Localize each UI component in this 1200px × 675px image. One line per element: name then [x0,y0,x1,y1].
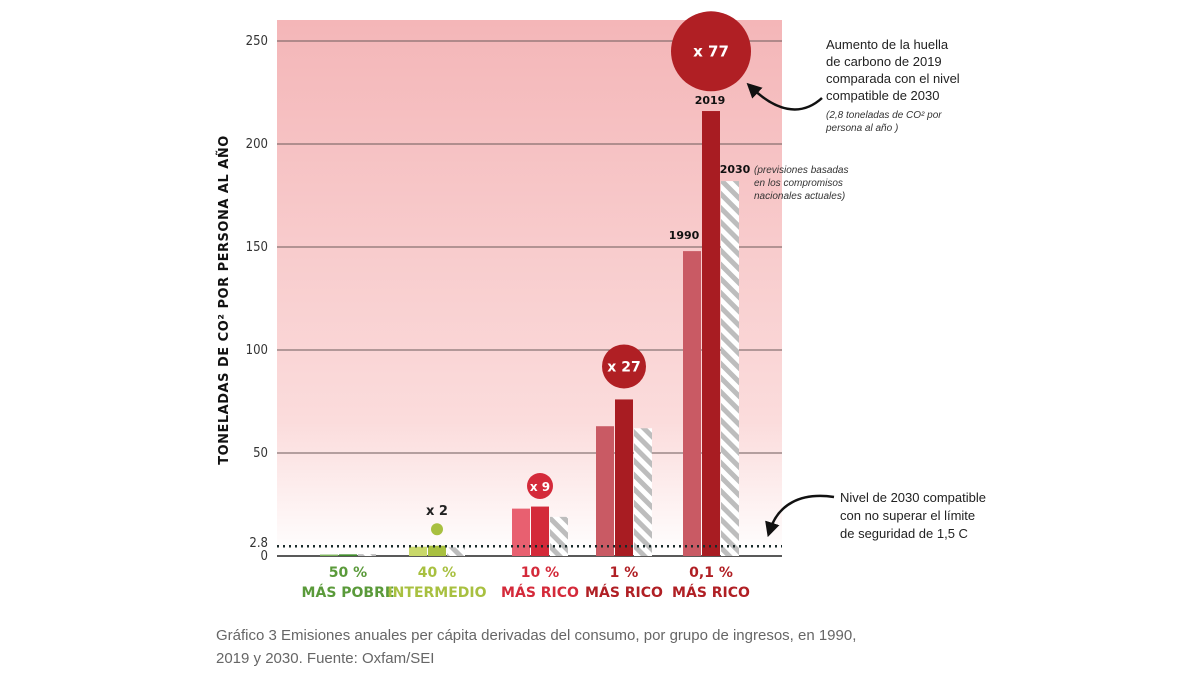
svg-text:Aumento de la huella: Aumento de la huella [826,37,949,52]
reference-label: 2.8 [249,536,268,551]
multiplier-label: x 27 [607,359,640,375]
category-label-4-line2: MÁS RICO [672,584,750,601]
bar-2030-cat3 [634,428,652,556]
y-tick-label: 200 [246,137,268,152]
svg-text:en los compromisos: en los compromisos [754,178,843,189]
svg-text:comparada con el nivel: comparada con el nivel [826,71,960,86]
year-label-1990: 1990 [669,229,700,242]
category-label-4-line1: 0,1 % [689,565,733,581]
bars [320,111,739,556]
category-label-1-line1: 40 % [418,565,456,581]
category-label-0-line1: 50 % [329,565,367,581]
emissions-chart: 0 50 100 150 200 250 TONELADAS DE CO² POR PER… [216,11,986,601]
svg-text:(2,8 toneladas de CO² por: (2,8 toneladas de CO² por [826,110,942,121]
y-tick-label: 50 [253,446,268,461]
category-label-1-line2: INTERMEDIO [387,585,486,601]
arrow-increase-icon [746,82,823,111]
multiplier-dot [431,523,443,536]
svg-text:de seguridad de 1,5 C: de seguridad de 1,5 C [840,526,968,541]
year-label-2019: 2019 [695,94,726,107]
y-tick-label: 250 [246,34,268,49]
bar-1990-cat2 [512,508,530,556]
multiplier-circle [671,11,751,92]
bar-1990-cat1 [409,546,427,556]
multiplier-label: x 77 [693,42,729,60]
category-label-3-line1: 1 % [610,565,639,581]
multiplier-label: x 9 [530,480,550,494]
svg-text:nacionales actuales): nacionales actuales) [754,191,845,202]
svg-text:Nivel de 2030 compatible: Nivel de 2030 compatible [840,490,986,505]
multiplier-circle [602,344,646,389]
svg-text:(previsiones basadas: (previsiones basadas [754,165,849,176]
bar-1990-cat0 [320,554,338,556]
category-labels: 50 % MÁS POBRE 40 % INTERMEDIO 10 % MÁS RICO 1… [302,565,750,601]
reference-line: 2.8 [249,536,782,551]
svg-text:con no superar el límite: con no superar el límite [840,508,975,523]
multiplier-circle [527,472,553,499]
arrow-threshold-icon [765,494,835,538]
bar-2019-cat2 [531,506,549,556]
figure-caption: Gráfico 3 Emisiones anuales per cápita d… [216,624,976,670]
bar-2030-cat0 [358,554,376,556]
caption-line-1: Gráfico 3 Emisiones anuales per cápita d… [216,627,857,644]
y-tick-label: 100 [246,343,268,358]
bar-2030-cat4 [721,181,739,556]
y-tick-label: 150 [246,240,268,255]
category-label-3-line2: MÁS RICO [585,584,663,601]
y-axis-label: TONELADAS DE CO² POR PERSONA AL AÑO [216,135,232,465]
year-label-2030: 2030 [720,163,751,176]
caption-line-2: 2019 y 2030. Fuente: Oxfam/SEI [216,650,435,667]
note-2030: (previsiones basadas en los compromisos … [754,165,849,202]
svg-text:compatible de 2030: compatible de 2030 [826,88,939,103]
multiplier-label: x 2 [426,504,448,519]
category-label-0-line2: MÁS POBRE [302,584,395,601]
bar-2019-cat4 [702,111,720,556]
annotation-threshold: Nivel de 2030 compatible con no superar … [840,490,986,541]
bar-2019-cat1 [428,545,446,556]
category-label-2-line1: 10 % [521,565,559,581]
y-tick-label: 0 [261,549,268,564]
multiplier-markers: x 2 x 9 x 27 x 77 [426,11,751,536]
svg-text:de carbono de 2019: de carbono de 2019 [826,54,942,69]
bar-2019-cat0 [339,554,357,556]
bar-2019-cat3 [615,399,633,556]
bar-2030-cat2 [550,516,568,556]
bar-2030-cat1 [447,547,465,556]
annotation-increase: Aumento de la huella de carbono de 2019 … [825,37,960,134]
svg-text:persona al año ): persona al año ) [825,123,898,134]
bar-1990-cat4 [683,251,701,556]
y-tick-labels: 0 50 100 150 200 250 [246,34,268,564]
category-label-2-line2: MÁS RICO [501,584,579,601]
bar-1990-cat3 [596,426,614,556]
